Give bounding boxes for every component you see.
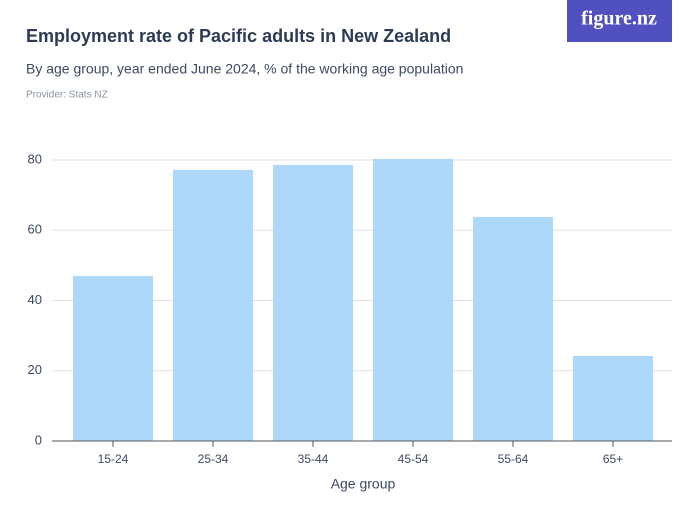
logo: figure.nz xyxy=(581,8,657,30)
x-tick-label: 65+ xyxy=(603,452,623,466)
x-tick-label: 25-34 xyxy=(198,452,229,466)
y-tick-label: 40 xyxy=(28,292,42,307)
x-tick-label: 35-44 xyxy=(298,452,329,466)
bar xyxy=(273,164,353,442)
x-tick-label: 15-24 xyxy=(98,452,129,466)
bar xyxy=(373,158,453,442)
bar xyxy=(573,355,653,441)
y-tick-label: 80 xyxy=(28,151,42,166)
bar xyxy=(473,216,553,441)
logo-box xyxy=(567,0,672,42)
y-tick-label: 60 xyxy=(28,222,42,237)
x-tick-label: 45-54 xyxy=(398,452,429,466)
bar xyxy=(73,275,153,441)
chart-title: Employment rate of Pacific adults in New… xyxy=(26,26,451,46)
provider: Provider: Stats NZ xyxy=(26,90,108,101)
x-axis-label: Age group xyxy=(331,476,396,492)
x-tick-label: 55-64 xyxy=(498,452,529,466)
y-tick-label: 20 xyxy=(28,362,42,377)
y-tick-label: 0 xyxy=(35,432,42,447)
bar xyxy=(173,169,253,441)
chart-subtitle: By age group, year ended June 2024, % of… xyxy=(26,61,463,77)
